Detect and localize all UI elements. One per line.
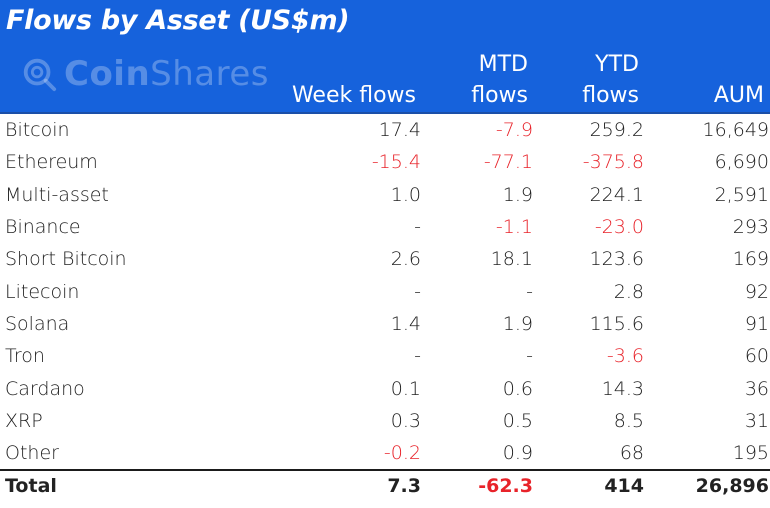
aum-cell: 169 [732, 248, 769, 271]
logo-text-light: Shares [150, 54, 270, 94]
aum-cell: 26,896 [644, 469, 770, 502]
mtd-cell: -62.3 [421, 469, 533, 502]
asset-name-cell: Short Bitcoin [5, 248, 127, 271]
table-row: Ethereum -15.4 -77.1 -375.8 6,690 [0, 146, 770, 178]
aum-cell: 6,690 [714, 151, 769, 174]
aum-cell: 16,649 [702, 119, 769, 142]
week-cell: - [414, 280, 421, 303]
mtd-cell: - [526, 345, 533, 368]
week-cell: - [414, 216, 421, 239]
ytd-cell: 123.6 [589, 248, 644, 271]
ytd-cell: -375.8 [582, 151, 644, 174]
asset-name-cell: Litecoin [5, 280, 80, 303]
ytd-cell: 68 [619, 442, 644, 465]
asset-name-cell: Ethereum [5, 151, 98, 174]
week-cell: 1.4 [390, 312, 421, 335]
ytd-cell: 14.3 [601, 377, 644, 400]
logo-wordmark: CoinShares [64, 54, 269, 94]
asset-name-cell: Total [0, 469, 285, 502]
week-cell: 2.6 [390, 248, 421, 271]
table-row: Bitcoin 17.4 -7.9 259.2 16,649 [0, 114, 770, 146]
table-row: Multi-asset 1.0 1.9 224.1 2,591 [0, 179, 770, 211]
table-row: Cardano 0.1 0.6 14.3 36 [0, 372, 770, 404]
asset-name-cell: Bitcoin [5, 119, 70, 142]
asset-name-cell: XRP [5, 409, 43, 432]
ytd-cell: 115.6 [589, 312, 644, 335]
asset-name-cell: Tron [5, 345, 45, 368]
table-row: XRP 0.3 0.5 8.5 31 [0, 405, 770, 437]
aum-cell: 31 [744, 409, 769, 432]
column-header-ytd-line2: flows [582, 83, 639, 108]
week-cell: - [414, 345, 421, 368]
aum-cell: 36 [744, 377, 769, 400]
mtd-cell: -7.9 [495, 119, 533, 142]
week-cell: 7.3 [285, 469, 421, 502]
column-header-mtd-line2: flows [471, 83, 528, 108]
table-title: Flows by Asset (US$m) [6, 5, 350, 36]
table-row: Solana 1.4 1.9 115.6 91 [0, 308, 770, 340]
table-row: Binance - -1.1 -23.0 293 [0, 211, 770, 243]
week-cell: 0.1 [390, 377, 421, 400]
ytd-cell: 259.2 [589, 119, 644, 142]
asset-name-cell: Binance [5, 216, 81, 239]
week-cell: -15.4 [371, 151, 421, 174]
mtd-cell: - [526, 280, 533, 303]
table-row: Litecoin - - 2.8 92 [0, 275, 770, 307]
mtd-cell: 1.9 [502, 183, 533, 206]
mtd-cell: 0.6 [502, 377, 533, 400]
asset-name-cell: Multi-asset [5, 183, 109, 206]
aum-cell: 293 [732, 216, 769, 239]
ytd-cell: 8.5 [613, 409, 644, 432]
coinshares-logo: CoinShares [20, 54, 269, 94]
flows-table: Bitcoin 17.4 -7.9 259.2 16,649 Ethereum -15.4 -… [0, 114, 770, 502]
column-header-mtd-line1: MTD [478, 52, 528, 77]
table-row: Other -0.2 0.9 68 195 [0, 437, 770, 470]
mtd-cell: -1.1 [495, 216, 533, 239]
mtd-cell: 0.5 [502, 409, 533, 432]
aum-cell: 2,591 [714, 183, 769, 206]
aum-cell: 91 [744, 312, 769, 335]
logo-text-bold: Coin [64, 54, 151, 94]
aum-cell: 92 [744, 280, 769, 303]
ytd-cell: 224.1 [589, 183, 644, 206]
ytd-cell: 414 [533, 469, 644, 502]
total-row: Total 7.3 -62.3 414 26,896 [0, 469, 770, 502]
mtd-cell: 18.1 [490, 248, 533, 271]
column-header-aum: AUM [713, 83, 764, 108]
coinshares-logo-icon [23, 58, 57, 92]
aum-cell: 60 [744, 345, 769, 368]
mtd-cell: 0.9 [502, 442, 533, 465]
column-header-week-flows: Week flows [291, 83, 416, 108]
asset-name-cell: Other [5, 442, 59, 465]
table-row: Short Bitcoin 2.6 18.1 123.6 169 [0, 243, 770, 275]
ytd-cell: -23.0 [594, 216, 644, 239]
week-cell: 1.0 [390, 183, 421, 206]
flows-table-body: Bitcoin 17.4 -7.9 259.2 16,649 Ethereum -15.4 -… [0, 114, 770, 502]
week-cell: -0.2 [383, 442, 421, 465]
asset-name-cell: Cardano [5, 377, 85, 400]
week-cell: 0.3 [390, 409, 421, 432]
mtd-cell: 1.9 [502, 312, 533, 335]
mtd-cell: -77.1 [483, 151, 533, 174]
week-cell: 17.4 [378, 119, 421, 142]
ytd-cell: -3.6 [606, 345, 644, 368]
column-header-ytd-line1: YTD [595, 52, 639, 77]
aum-cell: 195 [732, 442, 769, 465]
asset-name-cell: Solana [5, 312, 70, 335]
ytd-cell: 2.8 [613, 280, 644, 303]
table-header: Flows by Asset (US$m) CoinShares Week fl… [0, 0, 770, 114]
table-row: Tron - - -3.6 60 [0, 340, 770, 372]
